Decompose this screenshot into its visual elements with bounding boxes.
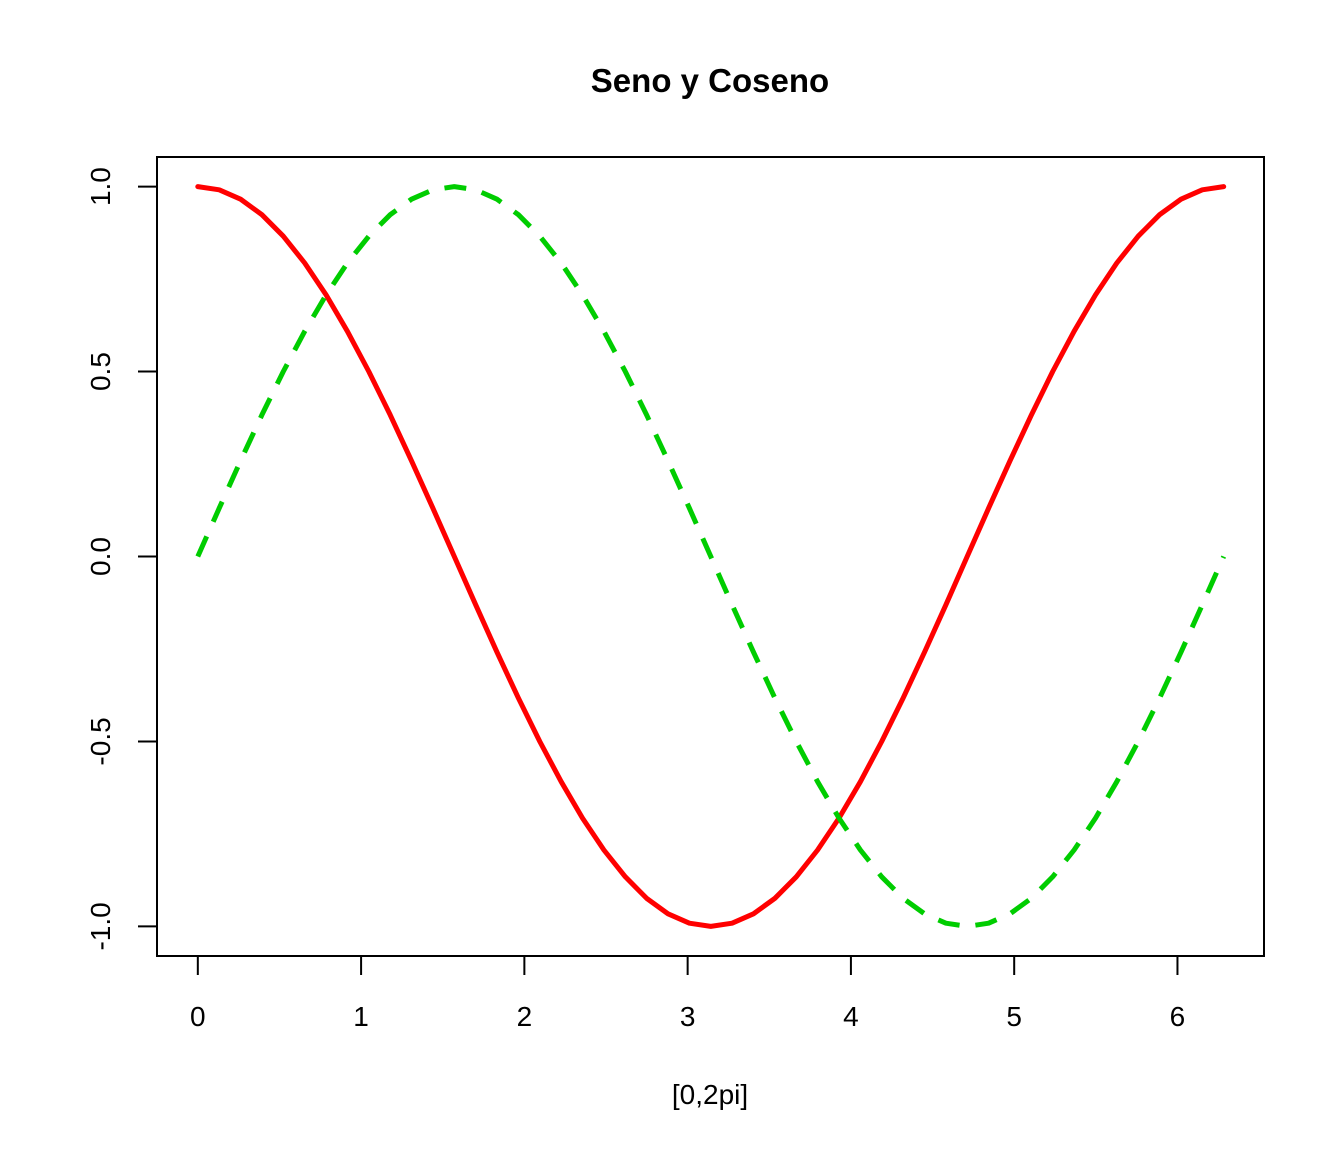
- x-tick-label: 2: [517, 1001, 533, 1032]
- y-tick-label: 0.5: [85, 352, 116, 391]
- x-tick-label: 6: [1170, 1001, 1186, 1032]
- chart-title: Seno y Coseno: [591, 62, 829, 99]
- series-line-1: [195, 184, 1227, 929]
- x-tick-label: 1: [353, 1001, 369, 1032]
- y-axis: -1.0 -0.5 0.0 0.5 1.0: [85, 167, 158, 951]
- x-axis: 0 1 2 3 4 5 6: [190, 955, 1186, 1032]
- y-tick-label: -1.0: [85, 902, 116, 950]
- x-tick-label: 4: [843, 1001, 859, 1032]
- y-tick-label: -0.5: [85, 717, 116, 765]
- y-tick-label: 0.0: [85, 537, 116, 576]
- x-tick-label: 3: [680, 1001, 696, 1032]
- x-tick-label: 0: [190, 1001, 206, 1032]
- x-axis-label: [0,2pi]: [672, 1079, 748, 1110]
- x-tick-label: 5: [1006, 1001, 1022, 1032]
- series-line-2: [195, 184, 1226, 929]
- series-layer: [195, 184, 1227, 929]
- y-tick-label: 1.0: [85, 167, 116, 206]
